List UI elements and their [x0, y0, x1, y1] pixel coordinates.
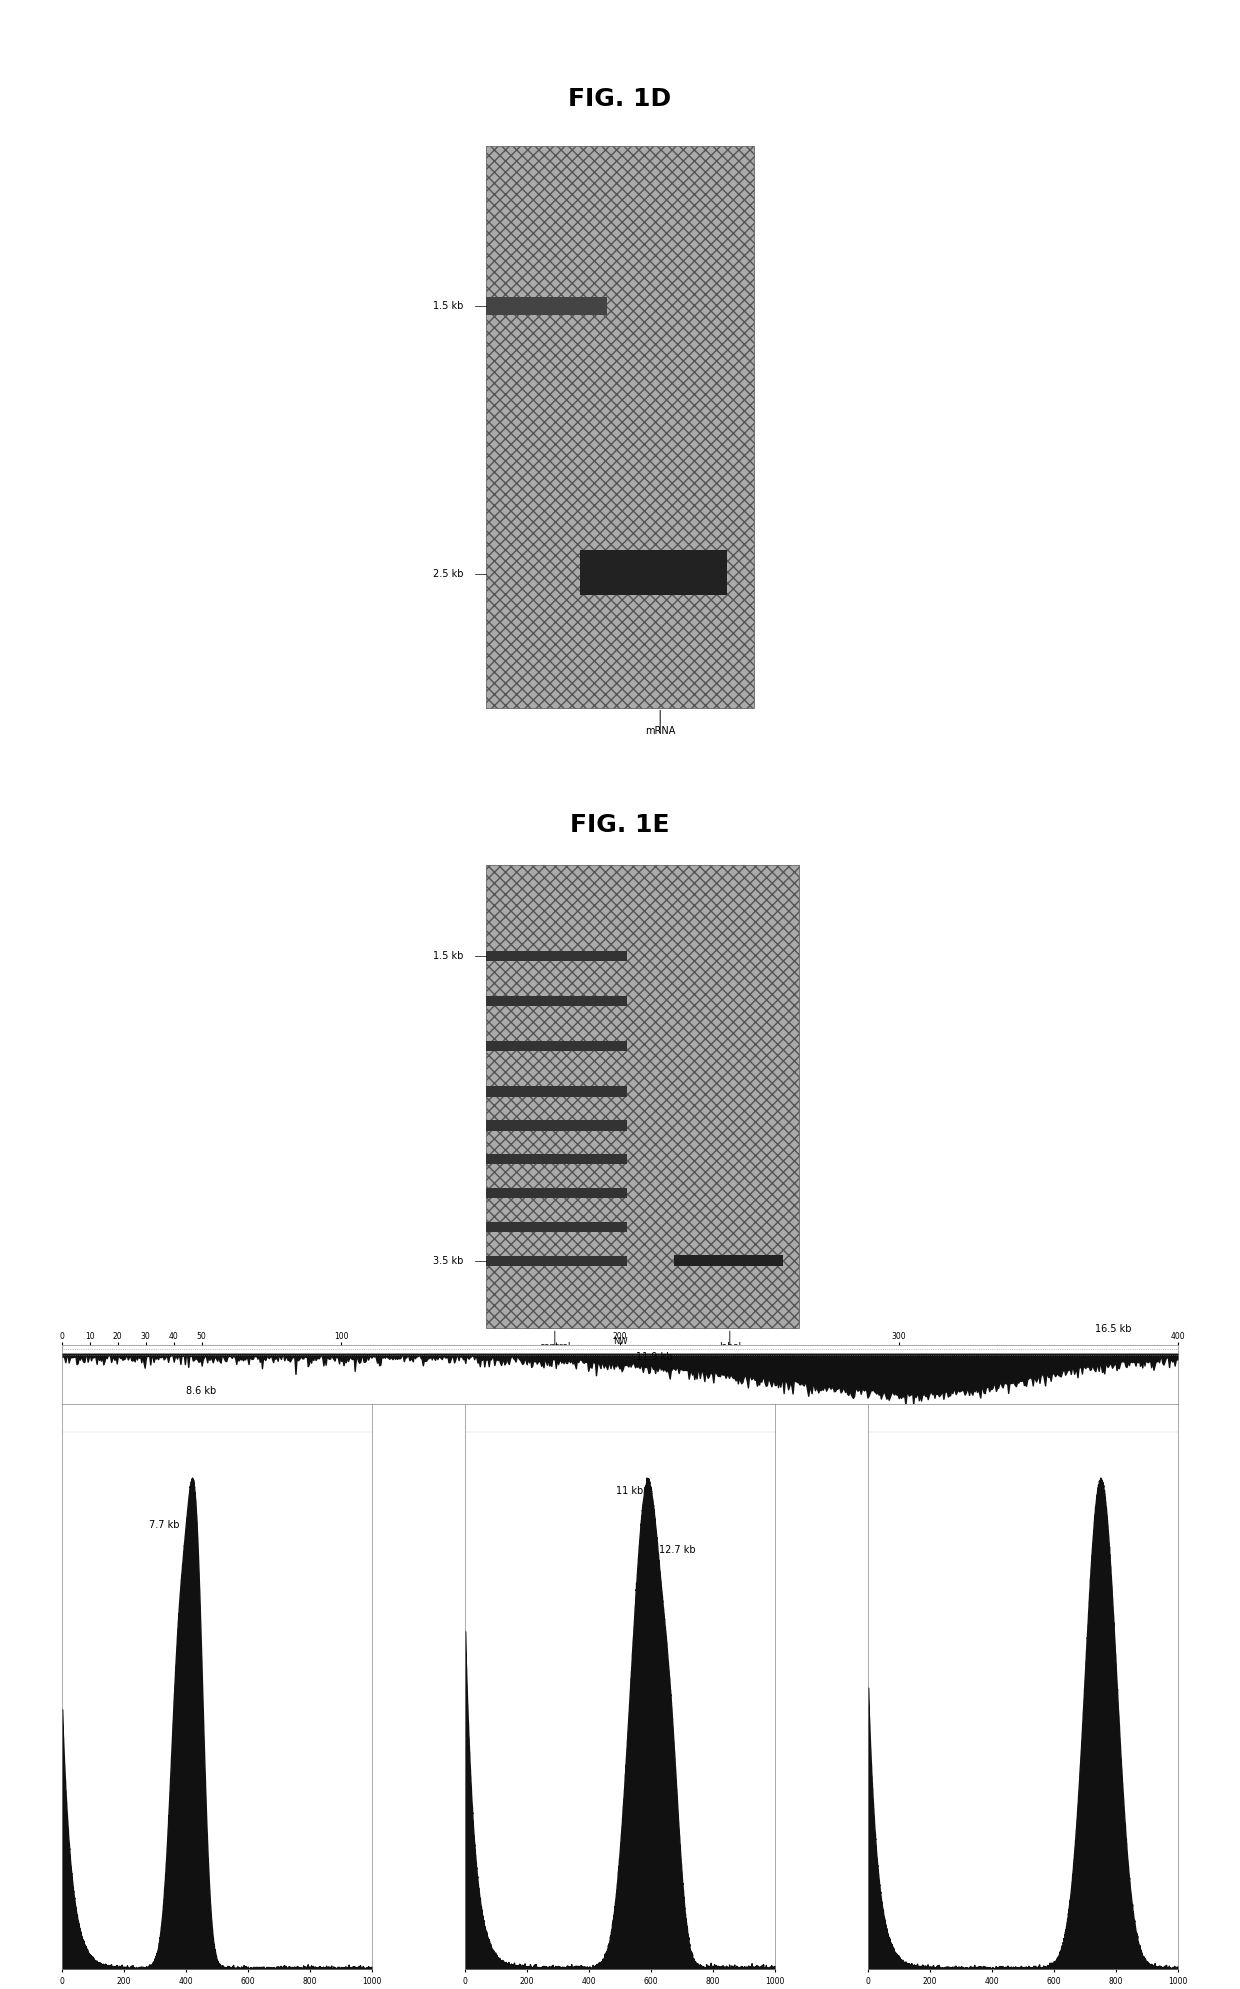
Text: 11 kb: 11 kb	[616, 1486, 642, 1496]
FancyBboxPatch shape	[486, 1187, 626, 1199]
Text: label: label	[719, 1343, 740, 1351]
FancyBboxPatch shape	[486, 1086, 626, 1096]
FancyBboxPatch shape	[486, 1120, 626, 1130]
Text: 2.5 kb: 2.5 kb	[433, 569, 464, 579]
Text: 12.7 kb: 12.7 kb	[658, 1545, 696, 1555]
FancyBboxPatch shape	[486, 1154, 626, 1164]
FancyBboxPatch shape	[486, 1221, 626, 1233]
FancyBboxPatch shape	[486, 951, 626, 961]
Text: FIG. 2A: FIG. 2A	[569, 1414, 671, 1438]
FancyBboxPatch shape	[486, 865, 799, 1329]
Text: FIG. 1E: FIG. 1E	[570, 814, 670, 837]
FancyBboxPatch shape	[580, 549, 727, 595]
FancyBboxPatch shape	[486, 147, 754, 708]
Text: 1.5 kb: 1.5 kb	[434, 300, 464, 310]
Text: 3.5 kb: 3.5 kb	[434, 1257, 464, 1267]
Text: FIG. 1D: FIG. 1D	[568, 88, 672, 111]
Text: 16.5 kb: 16.5 kb	[1095, 1323, 1131, 1333]
Text: mRNA: mRNA	[645, 726, 676, 736]
FancyBboxPatch shape	[486, 1255, 626, 1267]
Text: control: control	[539, 1343, 570, 1351]
Text: NW: NW	[613, 1337, 627, 1347]
Text: 1.5 kb: 1.5 kb	[434, 951, 464, 961]
Text: 7.7 kb: 7.7 kb	[149, 1520, 180, 1530]
FancyBboxPatch shape	[486, 1042, 626, 1052]
FancyBboxPatch shape	[486, 996, 626, 1006]
Text: 11.9 kb: 11.9 kb	[636, 1353, 672, 1362]
Text: 8.6 kb: 8.6 kb	[186, 1386, 217, 1396]
FancyBboxPatch shape	[673, 1255, 782, 1267]
FancyBboxPatch shape	[486, 296, 606, 314]
